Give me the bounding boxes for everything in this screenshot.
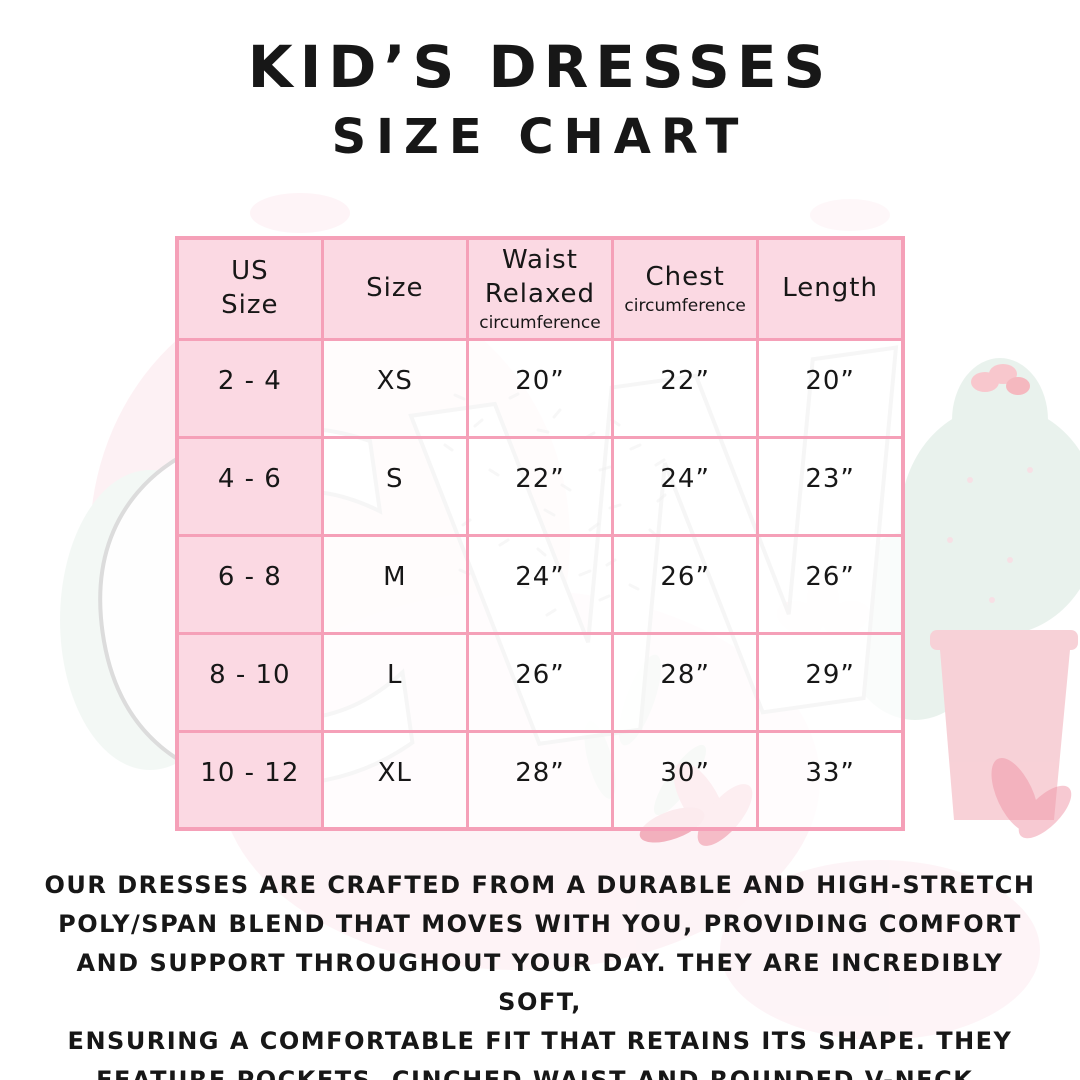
size-chart-table: US Size Size Waist Relaxed circumference…	[175, 236, 905, 832]
us-size-cell: 2 - 4	[175, 337, 324, 439]
table-row: 8 - 10 L 26” 28” 29”	[175, 631, 905, 733]
header-line: Size	[366, 272, 424, 303]
column-header-us-size: US Size	[175, 236, 324, 341]
us-size-cell: 6 - 8	[175, 533, 324, 635]
size-cell: M	[320, 533, 469, 635]
table-body: 2 - 4 XS 20” 22” 20” 4 - 6 S 22” 24” 23”…	[175, 337, 905, 831]
page-title: KID’S DRESSES	[247, 33, 833, 101]
length-cell: 33”	[756, 729, 905, 831]
description-line: OUR DRESSES ARE CRAFTED FROM A DURABLE A…	[44, 871, 1036, 899]
header-line: Length	[782, 272, 878, 303]
length-cell: 20”	[756, 337, 905, 439]
column-header-waist: Waist Relaxed circumference	[465, 236, 615, 341]
header-line: US	[231, 256, 269, 287]
chest-cell: 30”	[611, 729, 760, 831]
header: KID’S DRESSES SIZE CHART	[0, 34, 1080, 163]
page-subtitle: SIZE CHART	[331, 108, 749, 165]
table-row: 6 - 8 M 24” 26” 26”	[175, 533, 905, 635]
length-cell: 23”	[756, 435, 905, 537]
us-size-cell: 8 - 10	[175, 631, 324, 733]
header-subline: circumference	[479, 312, 601, 333]
description-line: ENSURING A COMFORTABLE FIT THAT RETAINS …	[67, 1027, 1013, 1055]
waist-cell: 28”	[465, 729, 615, 831]
chest-cell: 26”	[611, 533, 760, 635]
column-header-chest: Chest circumference	[611, 236, 760, 341]
header-row: US Size Size Waist Relaxed circumference…	[175, 236, 905, 341]
header-line: Size	[221, 289, 279, 320]
size-cell: XL	[320, 729, 469, 831]
us-size-cell: 10 - 12	[175, 729, 324, 831]
header-subline: circumference	[624, 295, 746, 316]
table-row: 10 - 12 XL 28” 30” 33”	[175, 729, 905, 831]
us-size-cell: 4 - 6	[175, 435, 324, 537]
header-line: Relaxed	[484, 278, 596, 309]
product-description: OUR DRESSES ARE CRAFTED FROM A DURABLE A…	[35, 866, 1045, 1080]
chest-cell: 22”	[611, 337, 760, 439]
column-header-size: Size	[320, 236, 469, 341]
description-line: AND SUPPORT THROUGHOUT YOUR DAY. THEY AR…	[76, 949, 1004, 1016]
size-cell: L	[320, 631, 469, 733]
waist-cell: 22”	[465, 435, 615, 537]
waist-cell: 20”	[465, 337, 615, 439]
size-cell: S	[320, 435, 469, 537]
length-cell: 29”	[756, 631, 905, 733]
header-line: Waist	[501, 245, 578, 275]
waist-cell: 24”	[465, 533, 615, 635]
chest-cell: 24”	[611, 435, 760, 537]
description-line: FEATURE POCKETS, CINCHED WAIST AND ROUND…	[96, 1066, 984, 1080]
header-line: Chest	[645, 261, 725, 292]
waist-cell: 26”	[465, 631, 615, 733]
chest-cell: 28”	[611, 631, 760, 733]
column-header-length: Length	[756, 236, 905, 341]
table-row: 4 - 6 S 22” 24” 23”	[175, 435, 905, 537]
size-cell: XS	[320, 337, 469, 439]
description-line: POLY/SPAN BLEND THAT MOVES WITH YOU, PRO…	[58, 910, 1022, 938]
table-header: US Size Size Waist Relaxed circumference…	[175, 236, 905, 341]
length-cell: 26”	[756, 533, 905, 635]
table-row: 2 - 4 XS 20” 22” 20”	[175, 337, 905, 439]
